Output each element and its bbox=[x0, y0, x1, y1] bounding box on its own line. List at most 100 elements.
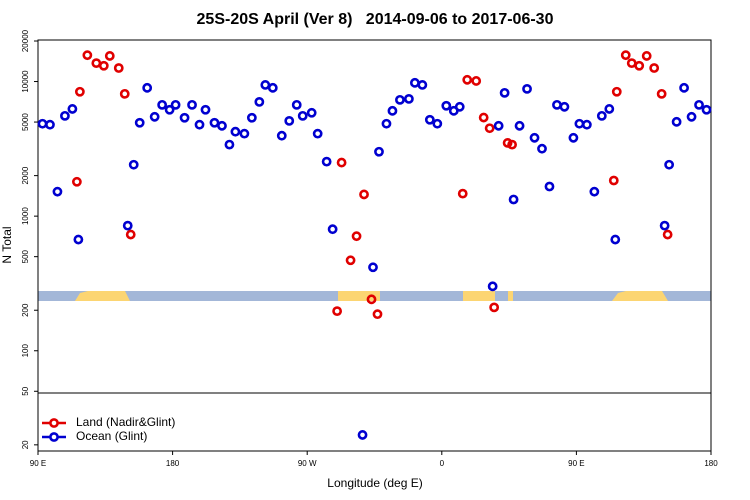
point bbox=[366, 294, 377, 305]
point bbox=[134, 117, 145, 128]
point bbox=[37, 118, 48, 129]
x-tick-label: 180 bbox=[166, 459, 180, 468]
point bbox=[128, 159, 139, 170]
point bbox=[649, 63, 660, 73]
point bbox=[179, 112, 190, 123]
point bbox=[200, 104, 211, 115]
point bbox=[239, 128, 250, 139]
point bbox=[297, 110, 308, 121]
point bbox=[487, 281, 498, 292]
point bbox=[671, 116, 682, 127]
point bbox=[493, 120, 504, 131]
point bbox=[345, 255, 356, 266]
point bbox=[417, 80, 428, 90]
point bbox=[529, 132, 540, 143]
point bbox=[321, 156, 332, 167]
point bbox=[507, 139, 517, 150]
point bbox=[626, 58, 637, 69]
point bbox=[113, 63, 124, 73]
point bbox=[611, 86, 622, 97]
point bbox=[291, 99, 302, 110]
y-tick-label: 10000 bbox=[21, 70, 30, 93]
point bbox=[508, 194, 519, 205]
point bbox=[336, 157, 347, 168]
point bbox=[694, 99, 704, 110]
point bbox=[170, 99, 181, 110]
y-tick-label: 2000 bbox=[21, 166, 30, 184]
point bbox=[284, 115, 295, 126]
x-tick-label: 90 E bbox=[30, 459, 46, 468]
y-axis-label: N Total bbox=[0, 226, 14, 263]
point bbox=[119, 88, 130, 99]
y-tick-label: 1000 bbox=[21, 207, 30, 225]
point bbox=[332, 306, 343, 317]
point bbox=[246, 112, 257, 123]
point bbox=[149, 111, 160, 122]
point bbox=[98, 60, 109, 71]
point bbox=[372, 309, 383, 320]
point bbox=[484, 123, 495, 134]
point bbox=[489, 302, 500, 313]
x-tick-label: 0 bbox=[440, 459, 445, 468]
point bbox=[387, 105, 398, 116]
legend-label: Land (Nadir&Glint) bbox=[76, 415, 175, 429]
point bbox=[679, 82, 689, 93]
point bbox=[164, 104, 175, 115]
y-tick-label: 20000 bbox=[21, 29, 30, 52]
legend-label: Ocean (Glint) bbox=[76, 429, 147, 443]
point bbox=[471, 76, 482, 86]
point bbox=[142, 82, 153, 93]
point bbox=[74, 86, 85, 97]
point bbox=[441, 100, 452, 111]
point bbox=[544, 181, 555, 192]
point bbox=[478, 112, 489, 123]
point bbox=[209, 117, 220, 128]
point bbox=[589, 186, 600, 197]
y-tick-label: 20 bbox=[21, 440, 30, 449]
point bbox=[610, 234, 621, 245]
x-tick-label: 180 bbox=[704, 459, 718, 468]
x-tick-label: 90 W bbox=[298, 459, 317, 468]
point bbox=[230, 126, 241, 137]
y-tick-label: 5000 bbox=[21, 113, 30, 131]
point bbox=[574, 118, 585, 129]
point bbox=[327, 224, 338, 235]
point bbox=[82, 50, 93, 61]
point bbox=[454, 101, 465, 112]
y-tick-label: 500 bbox=[21, 249, 30, 263]
point bbox=[395, 94, 405, 105]
point bbox=[306, 107, 317, 118]
point bbox=[125, 229, 136, 240]
legend-marker bbox=[49, 418, 59, 428]
point bbox=[514, 120, 525, 131]
point bbox=[596, 110, 607, 121]
point bbox=[662, 229, 673, 240]
x-tick-label: 90 E bbox=[568, 459, 584, 468]
x-axis-label: Longitude (deg E) bbox=[327, 476, 422, 490]
point bbox=[686, 111, 697, 122]
plot-frame bbox=[37, 39, 712, 452]
point bbox=[52, 186, 63, 197]
point bbox=[359, 189, 369, 200]
point bbox=[312, 128, 323, 139]
point bbox=[381, 118, 392, 129]
point bbox=[659, 220, 670, 231]
point bbox=[604, 104, 615, 114]
point bbox=[462, 74, 473, 85]
point bbox=[552, 99, 562, 110]
point bbox=[424, 114, 435, 125]
point bbox=[187, 99, 197, 110]
point bbox=[701, 104, 712, 115]
point bbox=[217, 120, 227, 131]
point bbox=[254, 96, 265, 107]
y-tick-label: 50 bbox=[21, 386, 30, 395]
point bbox=[559, 101, 570, 112]
point bbox=[409, 77, 420, 88]
chart-title: 25S-20S April (Ver 8) 2014-09-06 to 2017… bbox=[197, 11, 554, 28]
point bbox=[634, 60, 645, 71]
point bbox=[224, 139, 235, 150]
point bbox=[664, 159, 675, 170]
y-tick-label: 200 bbox=[21, 303, 30, 317]
point bbox=[60, 110, 70, 121]
